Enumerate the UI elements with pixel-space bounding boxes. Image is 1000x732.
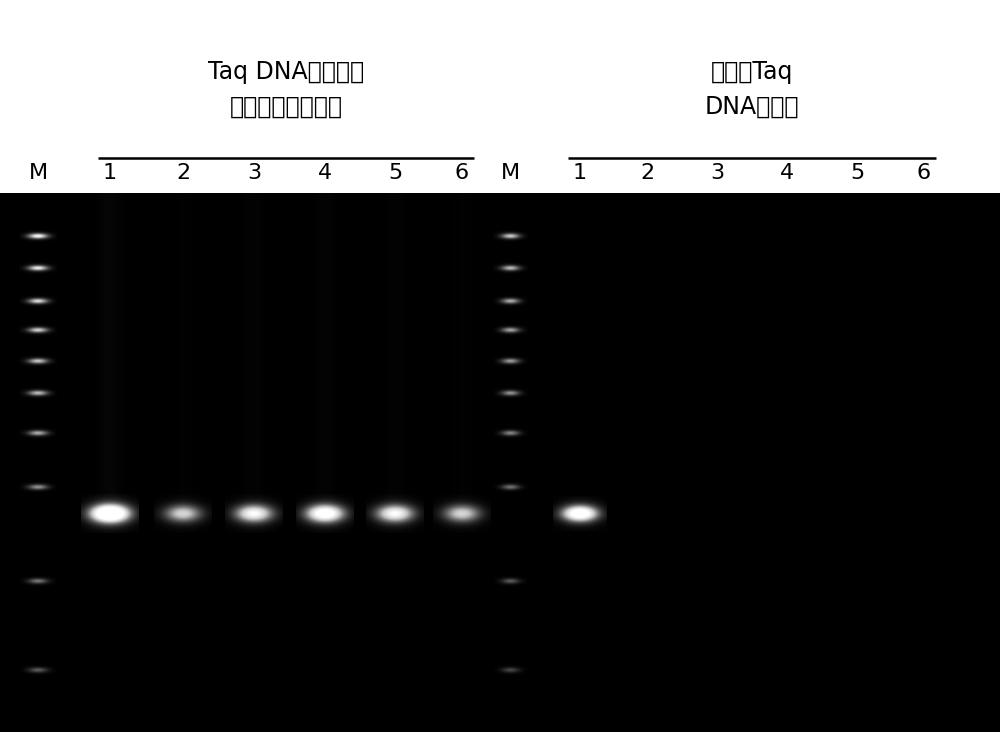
Text: 野生型Taq
DNA聚合酶: 野生型Taq DNA聚合酶 (705, 60, 799, 119)
Text: 5: 5 (388, 163, 402, 184)
Text: 6: 6 (455, 163, 469, 184)
Bar (0, 193, 1000, 732)
Text: 2: 2 (176, 163, 190, 184)
Text: 5: 5 (850, 163, 864, 184)
Text: 1: 1 (103, 163, 117, 184)
Text: Taq DNA聚合酶与
核酸内切酶嵌合体: Taq DNA聚合酶与 核酸内切酶嵌合体 (208, 60, 364, 119)
Text: 6: 6 (917, 163, 931, 184)
Text: 4: 4 (318, 163, 332, 184)
Text: 2: 2 (640, 163, 654, 184)
Text: 1: 1 (573, 163, 587, 184)
Text: 4: 4 (780, 163, 794, 184)
Text: M: M (28, 163, 48, 184)
Text: 3: 3 (247, 163, 261, 184)
Text: 3: 3 (710, 163, 724, 184)
Text: M: M (500, 163, 520, 184)
